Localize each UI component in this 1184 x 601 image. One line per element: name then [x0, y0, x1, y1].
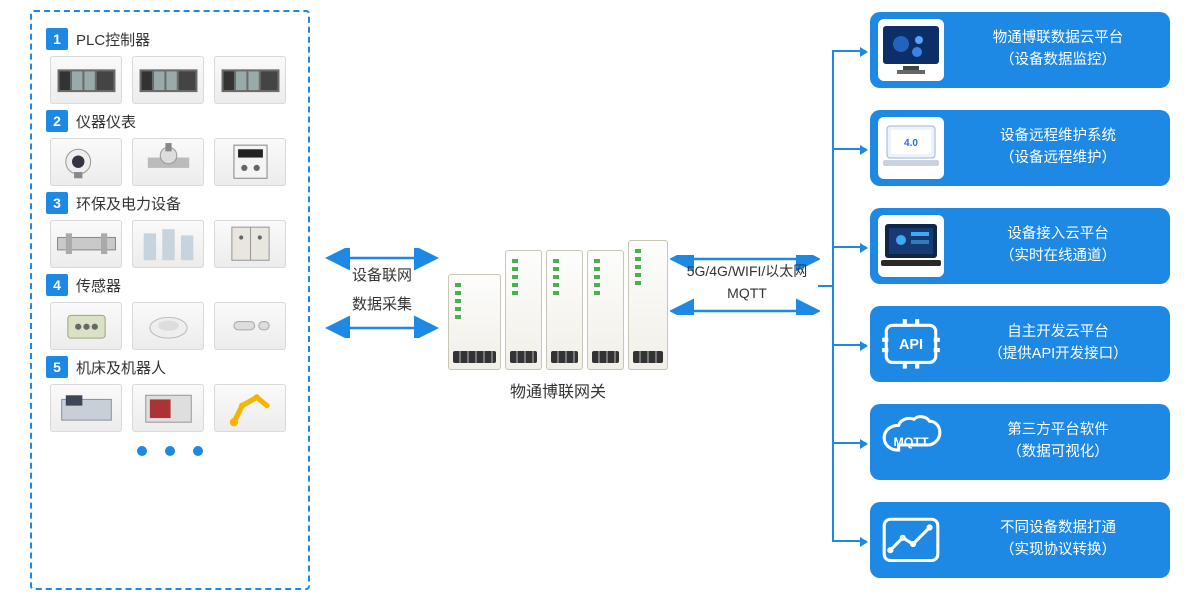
connector-branch	[832, 50, 866, 52]
service-subtitle: （设备远程维护）	[956, 148, 1160, 170]
connector-branch	[832, 540, 866, 542]
service-subtitle: （提供API开发接口）	[956, 344, 1160, 366]
device-thumb	[132, 302, 204, 350]
category-1: 1 PLC控制器	[46, 28, 294, 104]
category-label: 仪器仪表	[76, 111, 136, 132]
svg-text:MQTT: MQTT	[893, 435, 928, 449]
svg-text:API: API	[899, 337, 923, 353]
device-thumb	[214, 302, 286, 350]
laptop-icon: 4.0	[878, 117, 944, 179]
connector-branch	[832, 344, 866, 346]
connector-branch	[832, 246, 866, 248]
mqtt-icon: MQTT	[878, 411, 944, 473]
device-thumb	[132, 384, 204, 432]
service-card: 不同设备数据打通（实现协议转换）	[870, 502, 1170, 578]
service-text: 自主开发云平台（提供API开发接口）	[956, 322, 1160, 366]
service-text: 物通博联数据云平台（设备数据监控）	[956, 28, 1160, 72]
device-thumb	[50, 302, 122, 350]
service-subtitle: （设备数据监控）	[956, 50, 1160, 72]
device-thumb	[132, 138, 204, 186]
pager-dot[interactable]	[165, 446, 175, 456]
service-text: 不同设备数据打通（实现协议转换）	[956, 518, 1160, 562]
connector-branch	[832, 148, 866, 150]
service-subtitle: （数据可视化）	[956, 442, 1160, 464]
category-badge: 3	[46, 192, 68, 214]
service-title: 设备接入云平台	[956, 224, 1160, 246]
gateway-unit	[448, 274, 501, 370]
proto-line1: 5G/4G/WIFI/以太网	[672, 260, 822, 282]
screen-map-icon	[878, 19, 944, 81]
device-thumb	[214, 56, 286, 104]
laptop-dash-icon	[878, 215, 944, 277]
connector-feed	[818, 285, 832, 287]
pager-dots[interactable]	[46, 446, 294, 456]
service-card: 物通博联数据云平台（设备数据监控）	[870, 12, 1170, 88]
device-categories-panel: 1 PLC控制器 2 仪器仪表 3 环保及电力设备 4 传感器 5 机床及机器人	[30, 10, 310, 590]
service-card: 4.0 设备远程维护系统（设备远程维护）	[870, 110, 1170, 186]
category-badge: 4	[46, 274, 68, 296]
device-thumb	[214, 138, 286, 186]
api-icon: API	[878, 313, 944, 375]
gateway-caption: 物通博联网关	[448, 378, 668, 402]
service-title: 自主开发云平台	[956, 322, 1160, 344]
gateway-unit	[628, 240, 668, 370]
gateway-unit	[505, 250, 542, 370]
category-badge: 1	[46, 28, 68, 50]
connector-branch	[832, 442, 866, 444]
center-line1: 设备联网	[332, 262, 432, 291]
device-thumb	[214, 384, 286, 432]
center-link-labels: 设备联网 数据采集	[332, 262, 432, 319]
svg-text:4.0: 4.0	[904, 138, 918, 149]
gateway-unit	[587, 250, 624, 370]
category-5: 5 机床及机器人	[46, 356, 294, 432]
services-column: 物通博联数据云平台（设备数据监控） 4.0 设备远程维护系统（设备远程维护） 设备接入…	[870, 12, 1170, 578]
service-text: 设备远程维护系统（设备远程维护）	[956, 126, 1160, 170]
service-title: 设备远程维护系统	[956, 126, 1160, 148]
gateway-cluster	[448, 230, 668, 370]
device-thumb	[214, 220, 286, 268]
pager-dot[interactable]	[137, 446, 147, 456]
category-4: 4 传感器	[46, 274, 294, 350]
service-title: 第三方平台软件	[956, 420, 1160, 442]
service-card: API 自主开发云平台（提供API开发接口）	[870, 306, 1170, 382]
device-thumb	[50, 138, 122, 186]
service-subtitle: （实时在线通道）	[956, 246, 1160, 268]
gateway-unit	[546, 250, 583, 370]
category-label: 传感器	[76, 275, 121, 296]
service-subtitle: （实现协议转换）	[956, 540, 1160, 562]
uplink-protocols: 5G/4G/WIFI/以太网 MQTT	[672, 260, 822, 305]
device-thumb	[132, 56, 204, 104]
proto-line2: MQTT	[672, 282, 822, 304]
category-badge: 2	[46, 110, 68, 132]
device-thumb	[132, 220, 204, 268]
center-line2: 数据采集	[332, 291, 432, 320]
category-3: 3 环保及电力设备	[46, 192, 294, 268]
device-thumb	[50, 220, 122, 268]
category-label: 环保及电力设备	[76, 193, 181, 214]
category-2: 2 仪器仪表	[46, 110, 294, 186]
service-text: 第三方平台软件（数据可视化）	[956, 420, 1160, 464]
service-title: 物通博联数据云平台	[956, 28, 1160, 50]
service-text: 设备接入云平台（实时在线通道）	[956, 224, 1160, 268]
category-label: 机床及机器人	[76, 357, 166, 378]
device-thumb	[50, 384, 122, 432]
service-card: 设备接入云平台（实时在线通道）	[870, 208, 1170, 284]
service-title: 不同设备数据打通	[956, 518, 1160, 540]
chart-icon	[878, 509, 944, 571]
category-badge: 5	[46, 356, 68, 378]
category-label: PLC控制器	[76, 29, 150, 50]
pager-dot[interactable]	[193, 446, 203, 456]
device-thumb	[50, 56, 122, 104]
service-card: MQTT 第三方平台软件（数据可视化）	[870, 404, 1170, 480]
connector-trunk	[832, 50, 834, 540]
